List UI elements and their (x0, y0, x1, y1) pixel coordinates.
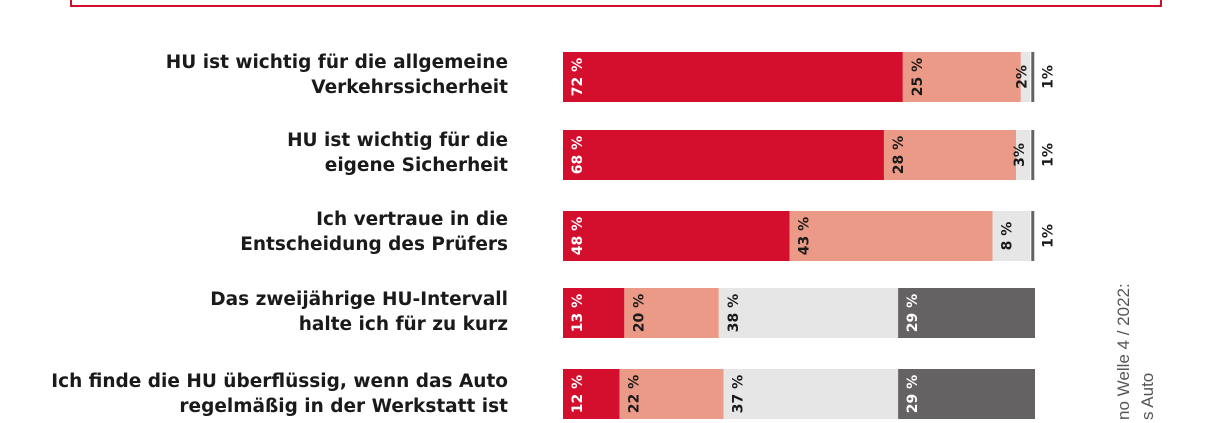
bar-segment (563, 369, 620, 419)
bar-segment (992, 211, 1031, 261)
bar-segment (563, 52, 903, 102)
data-label: 68 % (570, 136, 586, 174)
data-label: 8 % (1000, 222, 1016, 251)
data-label: 22 % (627, 375, 643, 413)
data-label: 12 % (570, 375, 586, 413)
row-label-line: Entscheidung des Prüfers (240, 234, 508, 255)
bar-segment (789, 211, 993, 261)
bar-segment (1031, 130, 1035, 180)
data-label: 29 % (905, 375, 921, 413)
data-label: 20 % (631, 294, 647, 332)
data-label: 72 % (570, 58, 586, 96)
data-label: 1% (1040, 65, 1056, 89)
row-label: Ich vertraue in die Entscheidung des Prüf… (20, 207, 508, 257)
row-label-line: HU ist wichtig für die (287, 130, 508, 151)
row-label-line: Das zweijährige HU-Intervall (210, 289, 508, 310)
row-label: HU ist wichtig für die eigene Sicherheit (20, 128, 508, 178)
data-label: 1% (1040, 224, 1056, 248)
source-note: no Welle 4 / 2022: s Auto (1100, 150, 1175, 420)
row-label-line: Ich finde die HU überflüssig, wenn das A… (51, 371, 508, 392)
bar-segment (619, 369, 724, 419)
row-label: Das zweijährige HU-Intervall halte ich fü… (20, 287, 508, 337)
header-frame (70, 0, 1162, 7)
data-label: 37 % (730, 375, 746, 413)
row-label: HU ist wichtig für die allgemeine Verkehr… (20, 50, 508, 100)
row-label-line: Ich vertraue in die (316, 209, 508, 230)
bar-segment (723, 369, 899, 419)
bar-segment (1016, 130, 1031, 180)
bar-segment (902, 52, 1021, 102)
bar-segment (883, 130, 1017, 180)
row-label: Ich finde die HU überflüssig, wenn das A… (20, 369, 508, 419)
bar-segment (718, 288, 899, 338)
data-label: 48 % (570, 217, 586, 255)
row-label-line: Verkehrssicherheit (311, 77, 508, 98)
data-label: 13 % (570, 294, 586, 332)
row-label-line: halte ich für zu kurz (298, 314, 508, 335)
row-label-line: eigene Sicherheit (324, 155, 508, 176)
row-label-line: regelmäßig in der Werkstatt ist (179, 396, 508, 417)
data-label: 28 % (891, 136, 907, 174)
bar-segment (563, 130, 884, 180)
bar-segment (563, 288, 625, 338)
bar-segment (563, 211, 790, 261)
data-label: 25 % (910, 58, 926, 96)
source-line: no Welle 4 / 2022: (1114, 283, 1133, 420)
data-label: 29 % (905, 294, 921, 332)
source-line: s Auto (1138, 372, 1157, 420)
data-label: 3% (1012, 143, 1028, 167)
bar-segment (898, 288, 1035, 338)
data-label: 43 % (797, 217, 813, 255)
bar-segment (1020, 52, 1031, 102)
bar-segment (1031, 52, 1035, 102)
data-label: 38 % (726, 294, 742, 332)
bar-segment (898, 369, 1035, 419)
data-label: 2% (1015, 65, 1031, 89)
bar-segment (1031, 211, 1035, 261)
data-label: 1% (1040, 143, 1056, 167)
bar-segment (624, 288, 719, 338)
row-label-line: HU ist wichtig für die allgemeine (165, 52, 508, 73)
